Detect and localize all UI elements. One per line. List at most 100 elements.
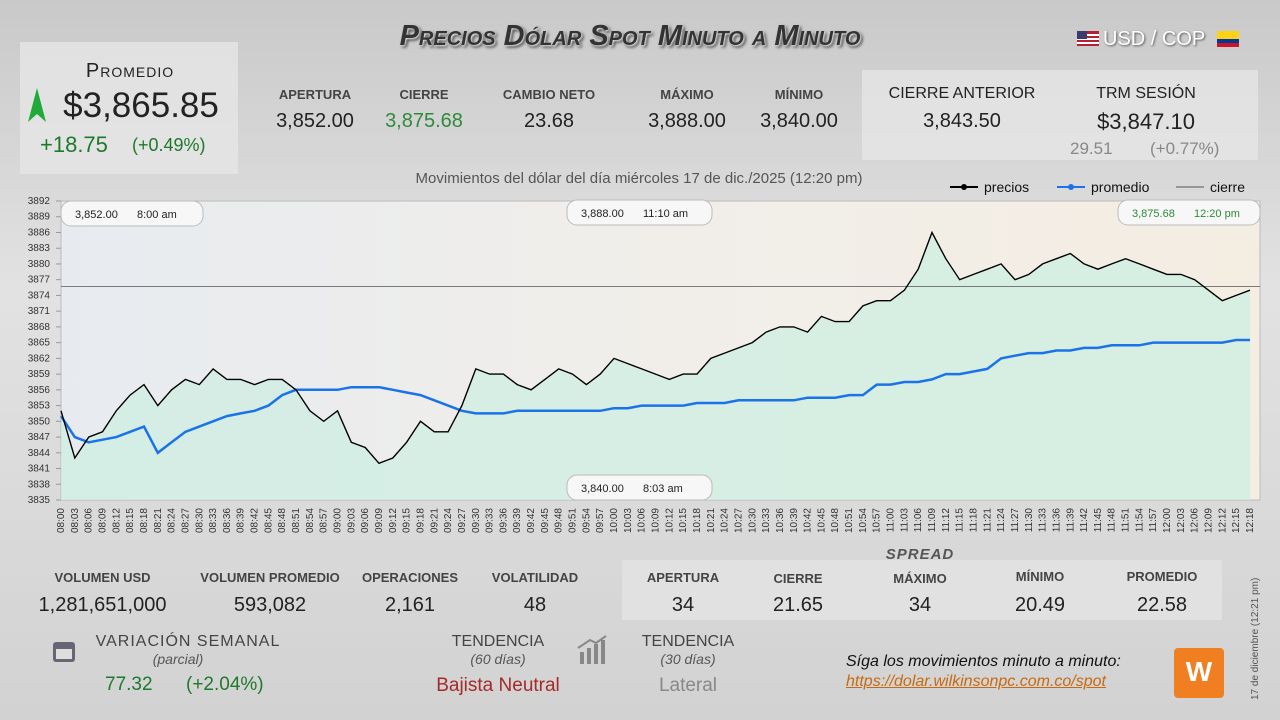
x-tick-label: 08:00 bbox=[56, 508, 67, 533]
volume-label: OPERACIONES bbox=[361, 570, 459, 585]
trm-label: TRM SESIÓN bbox=[1096, 85, 1196, 102]
y-tick-label: 3889 bbox=[28, 212, 51, 223]
footer-text: Síga los movimientos minuto a minuto: bbox=[846, 653, 1121, 670]
x-tick-label: 12:00 bbox=[1162, 508, 1173, 533]
y-tick-label: 3850 bbox=[28, 416, 51, 427]
x-tick-label: 10:33 bbox=[761, 508, 772, 533]
x-tick-label: 11:27 bbox=[1010, 508, 1021, 533]
x-tick-label: 08:33 bbox=[208, 508, 219, 533]
trm-value: $3,847.10 bbox=[1097, 109, 1195, 134]
prev-close-label: CIERRE ANTERIOR bbox=[888, 85, 1036, 102]
volume-label: VOLUMEN USD bbox=[54, 570, 151, 585]
x-tick-label: 10:39 bbox=[789, 508, 800, 533]
x-tick-label: 11:06 bbox=[913, 508, 924, 533]
trend-sub: (30 días) bbox=[660, 651, 716, 667]
summary-label: Promedio bbox=[85, 60, 175, 82]
x-tick-label: 08:03 bbox=[70, 508, 81, 533]
x-tick-label: 11:48 bbox=[1107, 508, 1118, 533]
x-tick-label: 11:30 bbox=[1024, 508, 1035, 533]
x-tick-label: 09:30 bbox=[471, 508, 482, 533]
logo: W bbox=[1174, 648, 1224, 698]
stat-label: MÍNIMO bbox=[774, 87, 824, 102]
y-tick-label: 3871 bbox=[28, 306, 51, 317]
x-tick-label: 09:03 bbox=[346, 508, 357, 533]
x-tick-label: 09:57 bbox=[595, 508, 606, 533]
prev-close-value: 3,843.50 bbox=[923, 110, 1001, 132]
stat-value: 3,840.00 bbox=[760, 110, 838, 132]
x-tick-label: 11:54 bbox=[1134, 508, 1145, 533]
price-area bbox=[61, 232, 1250, 500]
x-tick-label: 08:54 bbox=[305, 508, 316, 533]
weekly-value: 77.32 bbox=[105, 674, 153, 695]
y-tick-label: 3883 bbox=[28, 243, 51, 254]
spread-label: APERTURA bbox=[646, 570, 720, 585]
x-tick-label: 08:30 bbox=[194, 508, 205, 533]
x-tick-label: 09:09 bbox=[374, 508, 385, 533]
spread-label: PROMEDIO bbox=[1126, 569, 1198, 584]
x-tick-label: 09:06 bbox=[360, 508, 371, 533]
x-tick-label: 08:39 bbox=[236, 508, 247, 533]
x-tick-label: 09:39 bbox=[512, 508, 523, 533]
x-tick-label: 10:51 bbox=[844, 508, 855, 533]
stat-value: 3,875.68 bbox=[385, 110, 463, 132]
x-tick-label: 10:36 bbox=[775, 508, 786, 533]
x-tick-label: 08:18 bbox=[139, 508, 150, 533]
trend-value: Lateral bbox=[658, 675, 718, 696]
x-tick-label: 11:21 bbox=[982, 508, 993, 533]
x-tick-label: 08:42 bbox=[250, 508, 261, 533]
x-tick-label: 09:15 bbox=[402, 508, 413, 533]
x-tick-label: 09:45 bbox=[540, 508, 551, 533]
x-tick-label: 10:42 bbox=[803, 508, 814, 533]
x-tick-label: 09:00 bbox=[333, 508, 344, 533]
volume-value: 1,281,651,000 bbox=[38, 594, 167, 616]
chart-title: Movimientos del dólar del día miércoles … bbox=[415, 170, 863, 187]
x-tick-label: 10:27 bbox=[733, 508, 744, 533]
spread-value: 34 bbox=[671, 594, 695, 616]
y-tick-label: 3853 bbox=[28, 401, 51, 412]
x-tick-label: 09:33 bbox=[485, 508, 496, 533]
annotation-box bbox=[1117, 199, 1261, 226]
x-tick-label: 11:15 bbox=[955, 508, 966, 533]
x-tick-label: 08:15 bbox=[125, 508, 136, 533]
volume-value: 2,161 bbox=[384, 594, 436, 616]
x-tick-label: 11:39 bbox=[1065, 508, 1076, 533]
x-tick-label: 10:15 bbox=[678, 508, 689, 533]
annotation-price: 3,840.00 bbox=[581, 483, 624, 495]
annotation-price: 3,888.00 bbox=[581, 208, 624, 220]
x-tick-label: 08:51 bbox=[291, 508, 302, 533]
x-tick-label: 08:27 bbox=[180, 508, 191, 533]
x-tick-label: 11:18 bbox=[968, 508, 979, 533]
legend-label: precios bbox=[984, 179, 1029, 195]
x-tick-label: 09:21 bbox=[429, 508, 440, 533]
footer-link[interactable]: https://dolar.wilkinsonpc.com.co/spot bbox=[846, 673, 1106, 690]
spread-value: 21.65 bbox=[772, 594, 824, 616]
x-tick-label: 12:12 bbox=[1217, 508, 1228, 533]
x-tick-label: 09:24 bbox=[443, 508, 454, 533]
calendar-icon bbox=[53, 642, 75, 662]
y-tick-label: 3838 bbox=[28, 479, 51, 490]
price-line bbox=[60, 230, 1251, 465]
currency-pair: USD / COP bbox=[1103, 28, 1206, 50]
y-tick-label: 3877 bbox=[28, 275, 51, 286]
summary-change-pct: (+0.49%) bbox=[132, 135, 206, 155]
volume-value: 593,082 bbox=[233, 594, 307, 616]
annotation-time: 11:10 am bbox=[643, 208, 688, 220]
average-line bbox=[59, 338, 1250, 455]
y-tick-label: 3859 bbox=[28, 369, 51, 380]
x-tick-label: 08:57 bbox=[319, 508, 330, 533]
trend-icon bbox=[577, 635, 607, 664]
x-tick-label: 11:24 bbox=[996, 508, 1007, 533]
x-tick-label: 09:42 bbox=[526, 508, 537, 533]
y-tick-label: 3874 bbox=[28, 290, 51, 301]
y-tick-label: 3844 bbox=[28, 448, 51, 459]
x-tick-label: 09:51 bbox=[568, 508, 579, 533]
up-arrow bbox=[28, 88, 46, 122]
x-tick-label: 08:09 bbox=[97, 508, 108, 533]
volume-label: VOLUMEN PROMEDIO bbox=[200, 570, 340, 585]
x-tick-label: 11:03 bbox=[899, 508, 910, 533]
legend-dot bbox=[961, 184, 967, 190]
x-tick-label: 10:54 bbox=[858, 508, 869, 533]
co-flag bbox=[1217, 31, 1239, 47]
x-tick-label: 10:21 bbox=[706, 508, 717, 533]
panel bbox=[862, 70, 1258, 160]
